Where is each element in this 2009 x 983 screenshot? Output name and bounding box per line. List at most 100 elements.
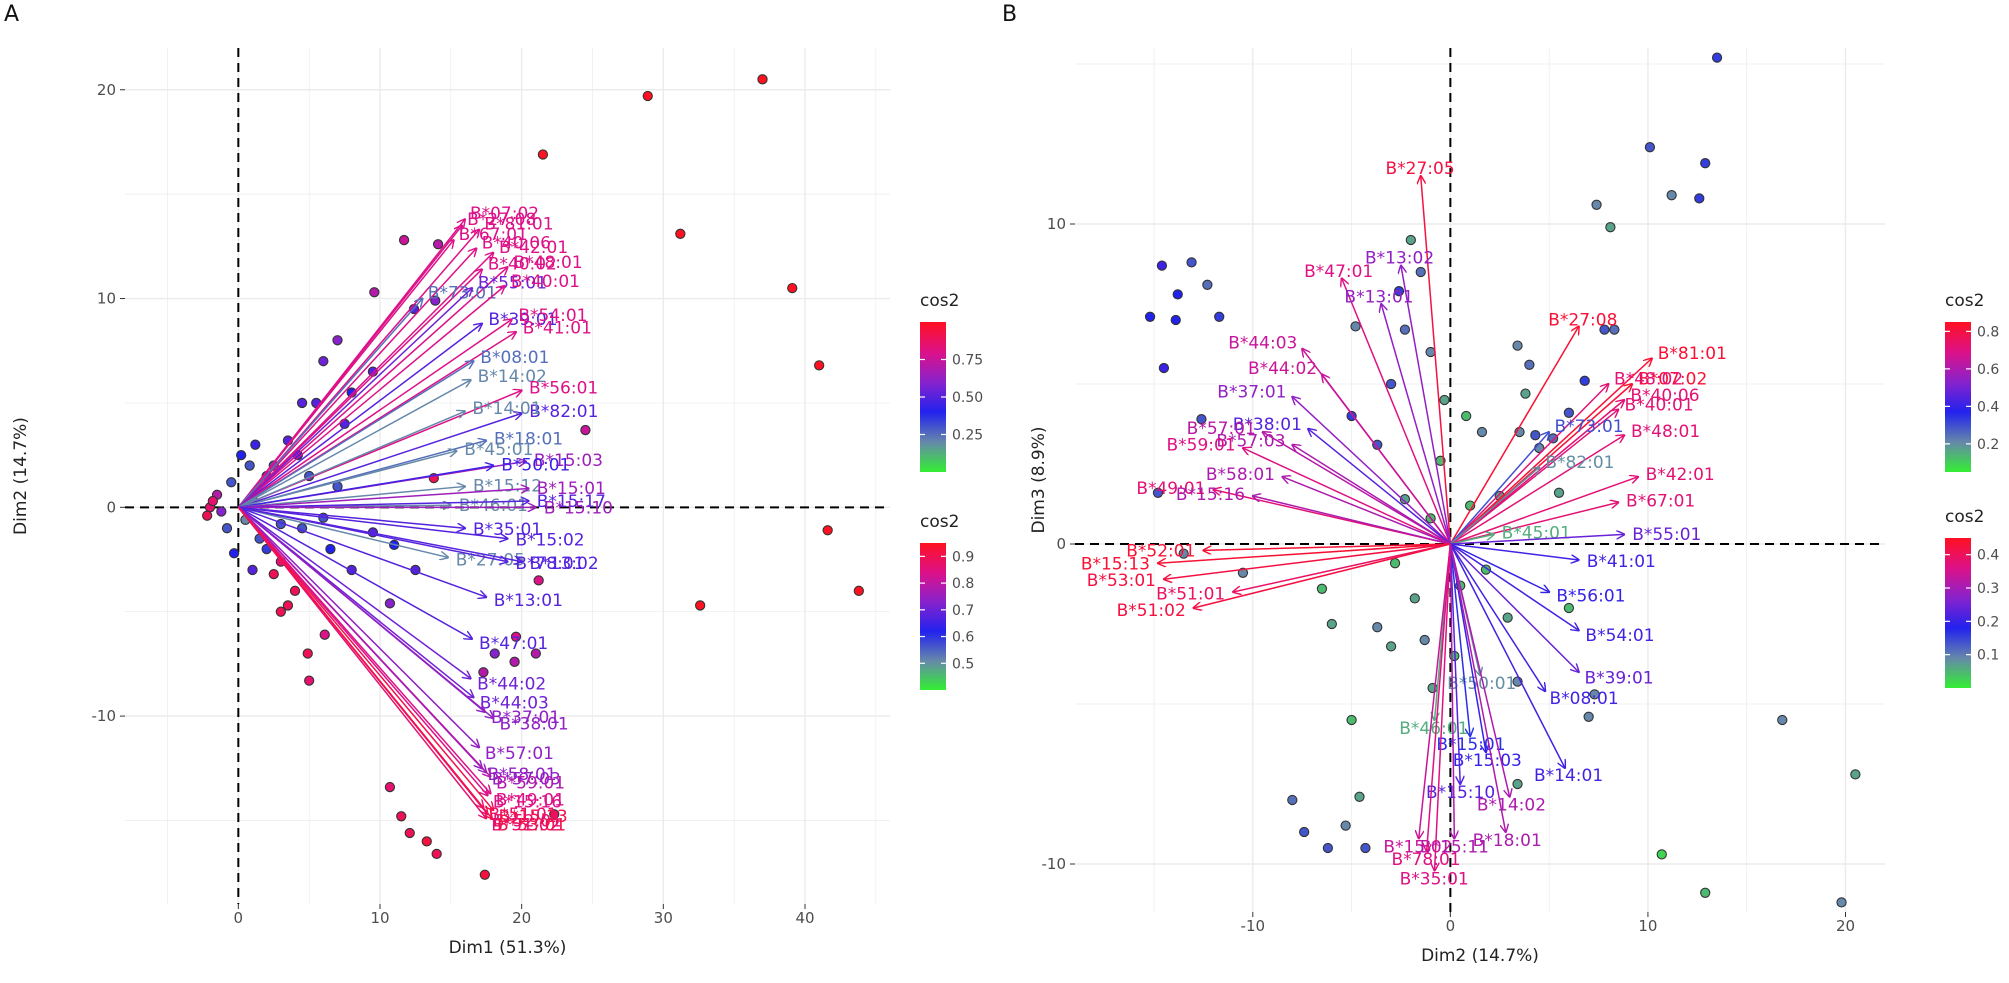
variable-arrow bbox=[238, 506, 486, 597]
individual-point bbox=[1372, 622, 1383, 633]
legend-tick-label: 0.5 bbox=[952, 656, 974, 672]
individual-point bbox=[1393, 286, 1405, 297]
individual-point bbox=[325, 543, 336, 555]
variable-label: B*37:01 bbox=[1217, 382, 1286, 402]
variable-label: B*59:01 bbox=[1167, 436, 1236, 456]
individual-point bbox=[1579, 375, 1590, 386]
x-tick-label: 10 bbox=[1638, 917, 1657, 935]
individual-point bbox=[228, 548, 240, 559]
individual-point bbox=[1700, 887, 1711, 898]
legend-tick-label: 0.50 bbox=[952, 390, 983, 406]
variable-label: B*15:02 bbox=[515, 531, 584, 551]
variable-arrow bbox=[1427, 543, 1452, 851]
variable-arrow bbox=[1194, 543, 1451, 608]
individual-point bbox=[1836, 897, 1847, 908]
x-axis-title: Dim1 (51.3%) bbox=[449, 938, 567, 958]
individual-point bbox=[1152, 487, 1164, 498]
legend-tick-label: 0.8 bbox=[1977, 324, 1999, 340]
variable-arrow bbox=[1419, 543, 1452, 838]
individual-point bbox=[580, 424, 591, 436]
legend-tick-label: 0.75 bbox=[952, 353, 983, 369]
variable-arrow bbox=[238, 451, 456, 509]
individual-point bbox=[1694, 193, 1705, 204]
variable-arrow bbox=[1450, 534, 1624, 545]
variable-label: B*27:08 bbox=[467, 210, 536, 230]
variable-arrow bbox=[1450, 543, 1549, 592]
x-tick-label: 20 bbox=[512, 909, 531, 927]
variable-label: B*15:11 bbox=[1420, 837, 1489, 857]
variable-arrow bbox=[238, 506, 507, 538]
variable-label: B*44:03 bbox=[1228, 333, 1297, 353]
individual-point bbox=[1425, 346, 1436, 358]
variable-label: B*14:01 bbox=[472, 399, 541, 419]
individual-point bbox=[1326, 618, 1337, 630]
individual-point bbox=[1156, 260, 1168, 271]
variable-label: B*40:01 bbox=[1625, 396, 1694, 416]
individual-point bbox=[787, 282, 798, 294]
legend-colorbar bbox=[1945, 538, 1971, 688]
variable-label: B*54:01 bbox=[518, 306, 587, 326]
variable-arrow bbox=[237, 267, 507, 508]
variable-arrow bbox=[1449, 432, 1549, 545]
individual-point bbox=[236, 449, 247, 461]
variable-label: B*51:01 bbox=[1156, 585, 1225, 605]
biplot-b: -10 0 10 20 -10 0 10 Dim2 (14.7%) Dim3 (8.9%) B*2… bbox=[1029, 48, 1999, 966]
y-tick-label: 0 bbox=[106, 498, 116, 516]
variable-label: B*56:01 bbox=[1556, 586, 1625, 606]
variable-label: B*13:02 bbox=[1365, 249, 1434, 269]
variable-arrow bbox=[1449, 543, 1505, 832]
individual-point bbox=[1360, 842, 1371, 854]
individual-point bbox=[421, 836, 432, 847]
variable-arrow bbox=[237, 286, 504, 508]
individual-point bbox=[1214, 311, 1225, 322]
individual-point bbox=[1346, 714, 1357, 726]
variable-label: B*18:01 bbox=[494, 429, 563, 449]
variable-label: B*15:03 bbox=[534, 451, 603, 471]
variable-arrow bbox=[1233, 543, 1451, 592]
individual-point bbox=[268, 568, 279, 580]
individual-point bbox=[207, 495, 218, 507]
individual-point bbox=[396, 811, 407, 822]
variable-label: B*41:01 bbox=[523, 319, 592, 339]
variable-label: B*08:01 bbox=[480, 348, 549, 368]
variable-arrow bbox=[237, 506, 472, 639]
individual-point bbox=[1202, 279, 1213, 290]
individual-point bbox=[216, 506, 227, 517]
variable-arrow bbox=[1449, 543, 1578, 672]
individual-point bbox=[642, 90, 653, 102]
variable-arrow bbox=[1450, 534, 1493, 545]
variable-label: B*15:13 bbox=[1081, 555, 1150, 575]
variable-label: B*40:01 bbox=[511, 272, 580, 292]
variable-label: B*15:03 bbox=[1453, 751, 1522, 771]
individual-point bbox=[1389, 558, 1401, 569]
variable-arrows: B*27:05 B*47:01B*13:02 B*13:01 B*44:03 B*44:… bbox=[1081, 159, 1727, 889]
variable-arrow bbox=[1449, 543, 1470, 736]
individual-point bbox=[510, 631, 522, 642]
variable-label: B*82:01 bbox=[529, 402, 598, 422]
variable-label: B*53:01 bbox=[1087, 571, 1156, 591]
legend-title: cos2 bbox=[1945, 291, 1984, 311]
variable-arrow bbox=[237, 361, 473, 508]
individual-point bbox=[430, 295, 441, 306]
variable-label: B*81:01 bbox=[1658, 344, 1727, 364]
x-tick-label: 30 bbox=[654, 909, 673, 927]
variable-label: B*41:01 bbox=[1587, 552, 1656, 572]
variable-label: B*13:01 bbox=[1344, 287, 1413, 307]
variable-arrow bbox=[1449, 358, 1652, 545]
legend-tick-label: 0.2 bbox=[1977, 437, 1999, 453]
variable-arrow bbox=[1342, 278, 1452, 545]
variable-label: B*67:01 bbox=[1626, 491, 1695, 511]
x-tick-label: 0 bbox=[1446, 917, 1456, 935]
variable-arrow bbox=[1322, 374, 1451, 545]
variable-label: B*44:02 bbox=[477, 674, 546, 694]
variable-label: B*49:01 bbox=[1136, 479, 1205, 499]
legend-tick-label: 0.25 bbox=[952, 428, 983, 444]
y-tick-label: -10 bbox=[92, 707, 117, 725]
x-tick-label: 20 bbox=[1836, 917, 1855, 935]
variable-arrow bbox=[237, 240, 453, 508]
variable-arrow bbox=[1450, 543, 1578, 560]
variable-label: B*13:01 bbox=[494, 591, 563, 611]
individual-point bbox=[1439, 394, 1450, 406]
variable-arrow bbox=[237, 506, 493, 718]
individual-point bbox=[289, 585, 301, 596]
